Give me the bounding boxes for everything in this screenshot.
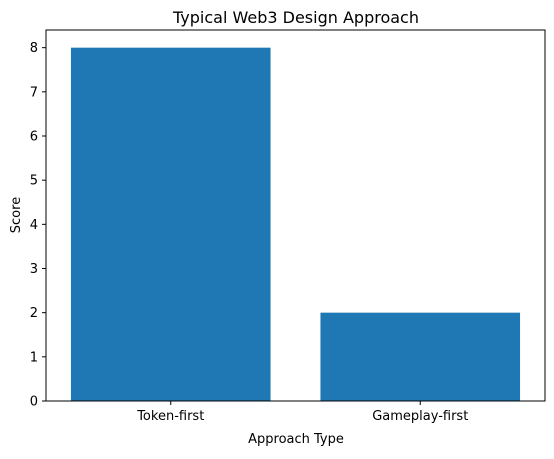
plot-frame xyxy=(45,29,546,402)
x-axis-label: Approach Type xyxy=(248,432,344,447)
x-axis-ticks: Token-first Gameplay-first xyxy=(136,401,468,424)
y-tick-label: 4 xyxy=(30,218,38,233)
x-tick-label: Gameplay-first xyxy=(372,409,468,424)
bar-token-first xyxy=(70,47,271,402)
x-tick-label: Token-first xyxy=(136,409,204,424)
y-tick-label: 0 xyxy=(30,395,38,410)
chart-title: Typical Web3 Design Approach xyxy=(172,8,419,27)
bars-group xyxy=(70,47,521,402)
y-axis-label: Score xyxy=(9,197,24,233)
y-tick-label: 7 xyxy=(30,85,38,100)
bar-gameplay-first xyxy=(320,312,521,401)
y-tick-label: 3 xyxy=(30,262,38,277)
y-tick-label: 5 xyxy=(30,174,38,189)
y-tick-label: 1 xyxy=(30,350,38,365)
y-tick-label: 6 xyxy=(30,130,38,145)
y-tick-label: 8 xyxy=(30,41,38,56)
y-tick-label: 2 xyxy=(30,306,38,321)
y-axis-ticks: 0 1 2 3 4 5 6 7 8 xyxy=(30,41,46,410)
